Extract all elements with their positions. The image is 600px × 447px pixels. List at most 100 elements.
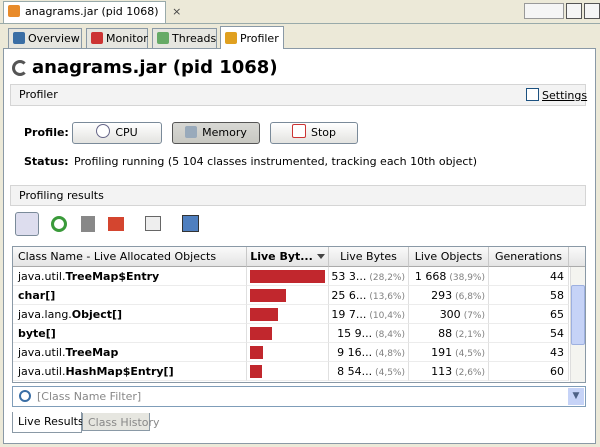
class-name: java.util.TreeMap <box>13 343 247 362</box>
live-objects: 293 (6,8%) <box>409 286 489 305</box>
window-tab[interactable]: anagrams.jar (pid 1068) × <box>3 1 181 23</box>
toolbar-button[interactable] <box>81 216 95 232</box>
bar-cell <box>247 362 329 381</box>
value: 191 <box>431 346 453 359</box>
tab[interactable]: Monitor <box>86 28 148 48</box>
filter-placeholder: [Class Name Filter] <box>37 390 142 403</box>
tab-label: Threads <box>172 32 217 45</box>
value: 300 <box>439 308 461 321</box>
live-objects: 1 668 (38,9%) <box>409 267 489 286</box>
live-objects: 88 (2,1%) <box>409 324 489 343</box>
bar <box>250 270 325 283</box>
live-bytes: 9 16... (4,8%) <box>329 343 409 362</box>
tab[interactable]: Overview <box>8 28 82 48</box>
live-objects: 300 (7%) <box>409 305 489 324</box>
profile-button[interactable]: Memory <box>172 122 260 144</box>
percent: (28,2%) <box>369 273 405 283</box>
generations: 44 <box>489 267 569 286</box>
section-title: Profiling results <box>19 189 104 202</box>
generations: 60 <box>489 362 569 381</box>
class-name: byte[] <box>13 324 247 343</box>
package: java.util. <box>18 365 66 378</box>
column-header[interactable]: Generations <box>489 247 569 267</box>
bar-cell <box>247 267 329 286</box>
percent: (8,4%) <box>375 330 405 340</box>
percent: (4,5%) <box>375 368 405 378</box>
bar <box>250 289 287 302</box>
bar <box>250 365 262 378</box>
live-objects: 191 (4,5%) <box>409 343 489 362</box>
generations: 58 <box>489 286 569 305</box>
results-table: Class Name - Live Allocated Objects Live … <box>12 246 586 383</box>
toolbar-button[interactable] <box>145 216 161 231</box>
class: Object[] <box>71 308 123 321</box>
class: byte[] <box>18 327 56 340</box>
restore[interactable] <box>584 3 600 19</box>
heading: anagrams.jar (pid 1068) <box>32 57 278 78</box>
status-text: Profiling running (5 104 classes instrum… <box>74 155 478 168</box>
class: TreeMap$Entry <box>65 270 160 283</box>
profile-button[interactable]: Stop <box>270 122 358 144</box>
profile-button[interactable]: CPU <box>72 122 162 144</box>
value: 1 668 <box>414 270 447 283</box>
settings-checkbox[interactable]: Settings <box>526 88 587 102</box>
button-label: Memory <box>202 126 247 139</box>
scroll-thumb[interactable] <box>571 285 585 345</box>
bar-cell <box>247 286 329 305</box>
column-menu[interactable] <box>569 247 585 267</box>
column-header[interactable]: Class Name - Live Allocated Objects <box>13 247 247 267</box>
bar-cell <box>247 305 329 324</box>
value: 293 <box>431 289 453 302</box>
window-tab-label: anagrams.jar (pid 1068) <box>25 5 159 18</box>
result-tab[interactable]: Live Results <box>12 412 84 433</box>
percent: (4,8%) <box>375 349 405 359</box>
live-bytes: 19 7... (10,4%) <box>329 305 409 324</box>
class: TreeMap <box>65 346 119 359</box>
settings-label: Settings <box>542 89 588 102</box>
package: java.lang. <box>18 308 72 321</box>
column-header[interactable]: Live Objects <box>409 247 489 267</box>
bar-cell <box>247 324 329 343</box>
value: 19 7... <box>331 308 367 321</box>
tab-menu[interactable] <box>566 3 582 19</box>
tab[interactable]: Profiler <box>220 26 284 49</box>
profile-label: Profile: <box>24 126 69 139</box>
class-name: java.lang.Object[] <box>13 305 247 324</box>
class: char[] <box>18 289 56 302</box>
class-name: java.util.HashMap$Entry[] <box>13 362 247 381</box>
button-label: Stop <box>310 126 336 139</box>
tab-label: Monitor <box>106 32 148 45</box>
filter-box[interactable]: [Class Name Filter] ▼ <box>12 386 586 407</box>
spinner <box>12 60 28 76</box>
live-bytes: 15 9... (8,4%) <box>329 324 409 343</box>
tab[interactable]: Threads <box>152 28 217 48</box>
percent: (7%) <box>463 311 485 321</box>
bar <box>250 327 273 340</box>
bar-cell <box>247 343 329 362</box>
bar <box>250 346 263 359</box>
tab-label: Profiler <box>240 32 279 45</box>
bar <box>250 308 278 321</box>
value: 15 9... <box>337 327 373 340</box>
toolbar-button[interactable] <box>15 212 39 236</box>
generations: 54 <box>489 324 569 343</box>
column-header[interactable]: Live Byt... <box>247 247 329 267</box>
percent: (6,8%) <box>455 292 485 302</box>
package: java.util. <box>18 346 66 359</box>
result-tab[interactable]: Class History <box>82 413 160 431</box>
column-header[interactable]: Live Bytes <box>329 247 409 267</box>
toolbar-button[interactable] <box>108 217 124 231</box>
value: 88 <box>438 327 453 340</box>
value: 9 16... <box>337 346 373 359</box>
value: 53 3... <box>331 270 367 283</box>
toolbar-button[interactable] <box>51 216 67 232</box>
percent: (2,1%) <box>455 330 485 340</box>
value: 25 6... <box>331 289 367 302</box>
toolbar-button[interactable] <box>182 215 199 232</box>
percent: (13,6%) <box>369 292 405 302</box>
tab-nav[interactable] <box>524 3 564 19</box>
percent: (10,4%) <box>369 311 405 321</box>
value: 8 54... <box>337 365 373 378</box>
button-label: CPU <box>115 126 138 139</box>
